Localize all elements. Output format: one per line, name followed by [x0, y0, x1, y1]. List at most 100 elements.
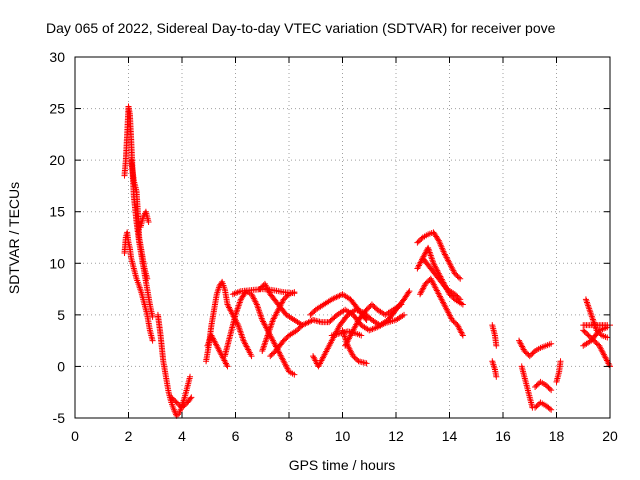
data-point — [398, 301, 405, 308]
data-point — [454, 273, 461, 280]
series-arc-20 — [414, 229, 464, 282]
series-arc-28 — [532, 399, 555, 413]
series-arc-24 — [489, 322, 500, 349]
data-point — [493, 373, 500, 380]
data-point — [585, 332, 592, 339]
data-point — [532, 384, 539, 391]
data-point — [521, 347, 528, 354]
data-point — [533, 403, 540, 410]
data-point — [294, 327, 301, 334]
data-point — [530, 349, 537, 356]
data-point — [176, 402, 183, 409]
data-point — [371, 304, 378, 311]
x-tick-label: 4 — [178, 428, 186, 444]
data-point — [269, 350, 276, 357]
data-point — [170, 396, 177, 403]
x-tick-label: 14 — [442, 428, 458, 444]
data-point — [257, 284, 264, 291]
grid — [75, 57, 610, 418]
data-point — [268, 351, 275, 358]
x-tick-label: 16 — [495, 428, 511, 444]
data-point — [283, 335, 290, 342]
data-point — [415, 238, 422, 245]
series-arc-34 — [580, 324, 611, 349]
y-tick-label: 0 — [57, 358, 65, 374]
data-point — [545, 384, 552, 391]
series-arc-17 — [342, 301, 405, 349]
y-tick-label: 5 — [57, 307, 65, 323]
data-point — [280, 337, 287, 344]
data-point — [363, 360, 370, 367]
y-tick-label: -5 — [53, 410, 66, 426]
data-point — [524, 350, 531, 357]
series-arc-23 — [419, 255, 464, 303]
series-arc-16 — [310, 306, 408, 334]
y-tick-label: 20 — [49, 152, 65, 168]
data-point — [401, 311, 408, 318]
data-point — [296, 324, 303, 331]
data-point — [291, 289, 298, 296]
data-point — [449, 317, 456, 324]
data-point — [187, 373, 194, 380]
x-tick-label: 18 — [549, 428, 565, 444]
data-point — [453, 292, 460, 299]
data-point — [350, 353, 357, 360]
series-arc-21 — [414, 244, 466, 308]
data-point — [459, 332, 466, 339]
data-point — [450, 318, 457, 325]
data-point — [248, 353, 255, 360]
data-point — [451, 270, 458, 277]
data-point — [451, 291, 458, 298]
data-point — [299, 322, 306, 329]
data-point — [169, 395, 176, 402]
data-point — [455, 274, 462, 281]
data-point — [548, 406, 555, 413]
data-point — [364, 305, 371, 312]
series-arc-19 — [328, 328, 365, 339]
data-point — [281, 295, 288, 302]
series-arc-9 — [221, 288, 298, 378]
data-point — [352, 355, 359, 362]
data-point — [418, 235, 425, 242]
series-arc-4 — [137, 208, 152, 231]
series-arc-22 — [417, 275, 466, 339]
data-point — [284, 292, 291, 299]
series-arc-6 — [168, 394, 195, 411]
x-axis-label: GPS time / hours — [289, 457, 396, 473]
series-arc-2 — [121, 229, 156, 344]
data-point — [187, 395, 194, 402]
y-axis-label: SDTVAR / TECUs — [6, 182, 22, 294]
data-point — [459, 301, 466, 308]
y-tick-label: 15 — [49, 204, 65, 220]
data-point — [320, 354, 327, 361]
data-point — [522, 349, 529, 356]
data-point — [580, 327, 587, 334]
data-point — [144, 275, 151, 282]
data-point — [459, 331, 466, 338]
data-point — [548, 387, 555, 394]
data-point — [291, 371, 298, 378]
y-tick-label: 25 — [49, 101, 65, 117]
data-point — [145, 219, 152, 226]
data-point — [188, 394, 195, 401]
data-point — [180, 403, 187, 410]
x-tick-label: 0 — [71, 428, 79, 444]
data-point — [548, 340, 555, 347]
series-arc-13 — [267, 322, 306, 360]
data-point — [295, 326, 302, 333]
data-point — [544, 383, 551, 390]
series-arc-30 — [553, 358, 564, 385]
data-point — [529, 350, 536, 357]
data-point — [234, 320, 241, 327]
data-point — [224, 363, 231, 370]
data-point — [363, 306, 370, 313]
data-point — [454, 293, 461, 300]
x-tick-label: 2 — [125, 428, 133, 444]
data-point — [584, 331, 591, 338]
data-point — [455, 295, 462, 302]
data-point — [606, 361, 613, 368]
x-tick-labels: 0 2 4 6 8 10 12 14 16 18 20 — [71, 428, 618, 444]
y-tick-label: 30 — [49, 49, 65, 65]
data-point — [285, 367, 292, 374]
